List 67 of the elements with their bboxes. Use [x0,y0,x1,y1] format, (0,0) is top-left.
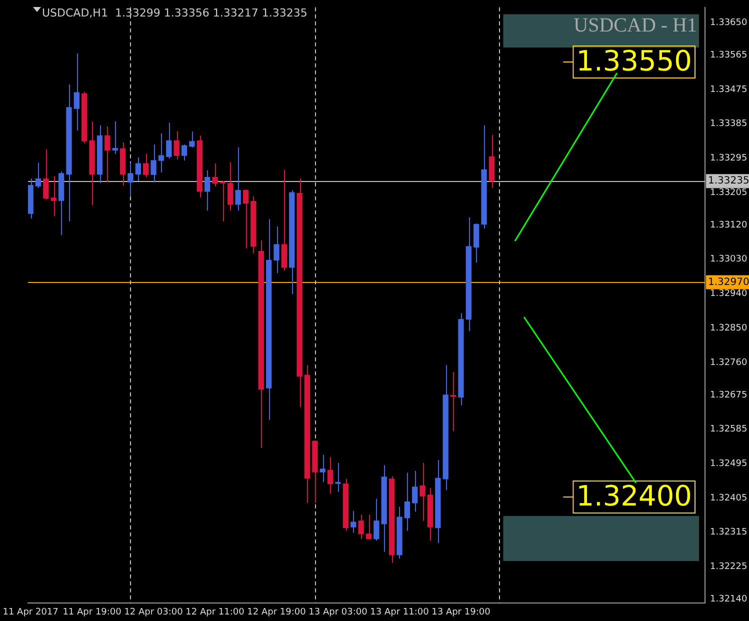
y-tick-label: 1.33385 [710,119,748,130]
ref-line-label: 1.33235 [708,176,749,187]
x-tick-label: 13 Apr 19:00 [432,608,491,618]
candlestick [228,162,234,212]
candlestick [189,130,195,148]
candlestick [212,163,218,187]
y-tick-label: 1.32225 [710,562,748,572]
y-tick-label: 1.32315 [710,528,748,538]
candlestick [50,176,56,217]
candlestick [204,170,210,212]
candlestick [104,126,110,183]
annotation: USDCAD,H1 1.33299 1.33356 1.33217 1.33235 [42,6,308,20]
candlestick [412,470,418,512]
candlestick [74,53,80,131]
candlestick [450,372,456,432]
ref-line-label: 1.32970 [708,276,749,288]
y-tick-label: 1.33295 [710,154,748,164]
candlestick [420,462,426,522]
candlestick [43,148,49,200]
candlestick [404,472,410,532]
candlestick [335,462,341,492]
y-tick-label: 1.32585 [710,424,748,435]
annotation: 1.32400 [576,479,692,512]
y-tick-label: 1.33205 [710,188,748,198]
candlestick [274,226,280,274]
candlestick [320,454,326,482]
candlestick [358,514,364,540]
candlestick [143,153,149,178]
candlestick [281,169,288,271]
candlestick [166,122,172,160]
candlestick [181,144,188,161]
candlestick [128,162,134,197]
candlestick [366,514,372,540]
candlestick [242,189,249,249]
y-tick-label: 1.32495 [710,458,748,469]
y-tick-label: 1.33475 [710,84,748,95]
x-tick-label: 12 Apr 03:00 [124,608,184,618]
y-tick-label: 1.33565 [710,50,748,60]
candlestick [150,144,156,183]
y-tick-label: 1.32760 [710,358,748,368]
x-tick-label: 13 Apr 11:00 [370,608,430,618]
candlestick [112,121,118,155]
y-tick-label: 1.32140 [710,594,748,605]
annotation: 1.33550 [576,44,692,78]
y-tick-label: 1.33120 [710,220,748,230]
candlestick [327,456,334,494]
x-tick-label: 12 Apr 11:00 [186,608,245,618]
x-tick-label: 11 Apr 19:00 [62,608,122,618]
candlestick [350,510,356,534]
candlestick [174,130,180,160]
y-tick-label: 1.33650 [710,18,748,28]
x-tick-label: 11 Apr 2017 [2,608,58,618]
candlestick [135,156,141,182]
band-label: USDCAD - H1 [574,14,697,37]
y-tick-label: 1.32940 [710,289,748,300]
candlestick [474,222,480,263]
candlestick [35,162,42,188]
y-tick-label: 1.32405 [710,493,748,504]
candlestick [220,180,226,222]
x-tick-label: 13 Apr 03:00 [308,608,368,618]
candlestick [158,132,164,173]
candlestick [374,498,380,542]
y-tick-label: 1.32675 [710,390,748,400]
candlestick [235,147,241,212]
y-tick-label: 1.32850 [710,323,748,334]
y-tick-label: 1.33030 [710,254,748,265]
x-tick-label: 12 Apr 19:00 [247,608,306,618]
